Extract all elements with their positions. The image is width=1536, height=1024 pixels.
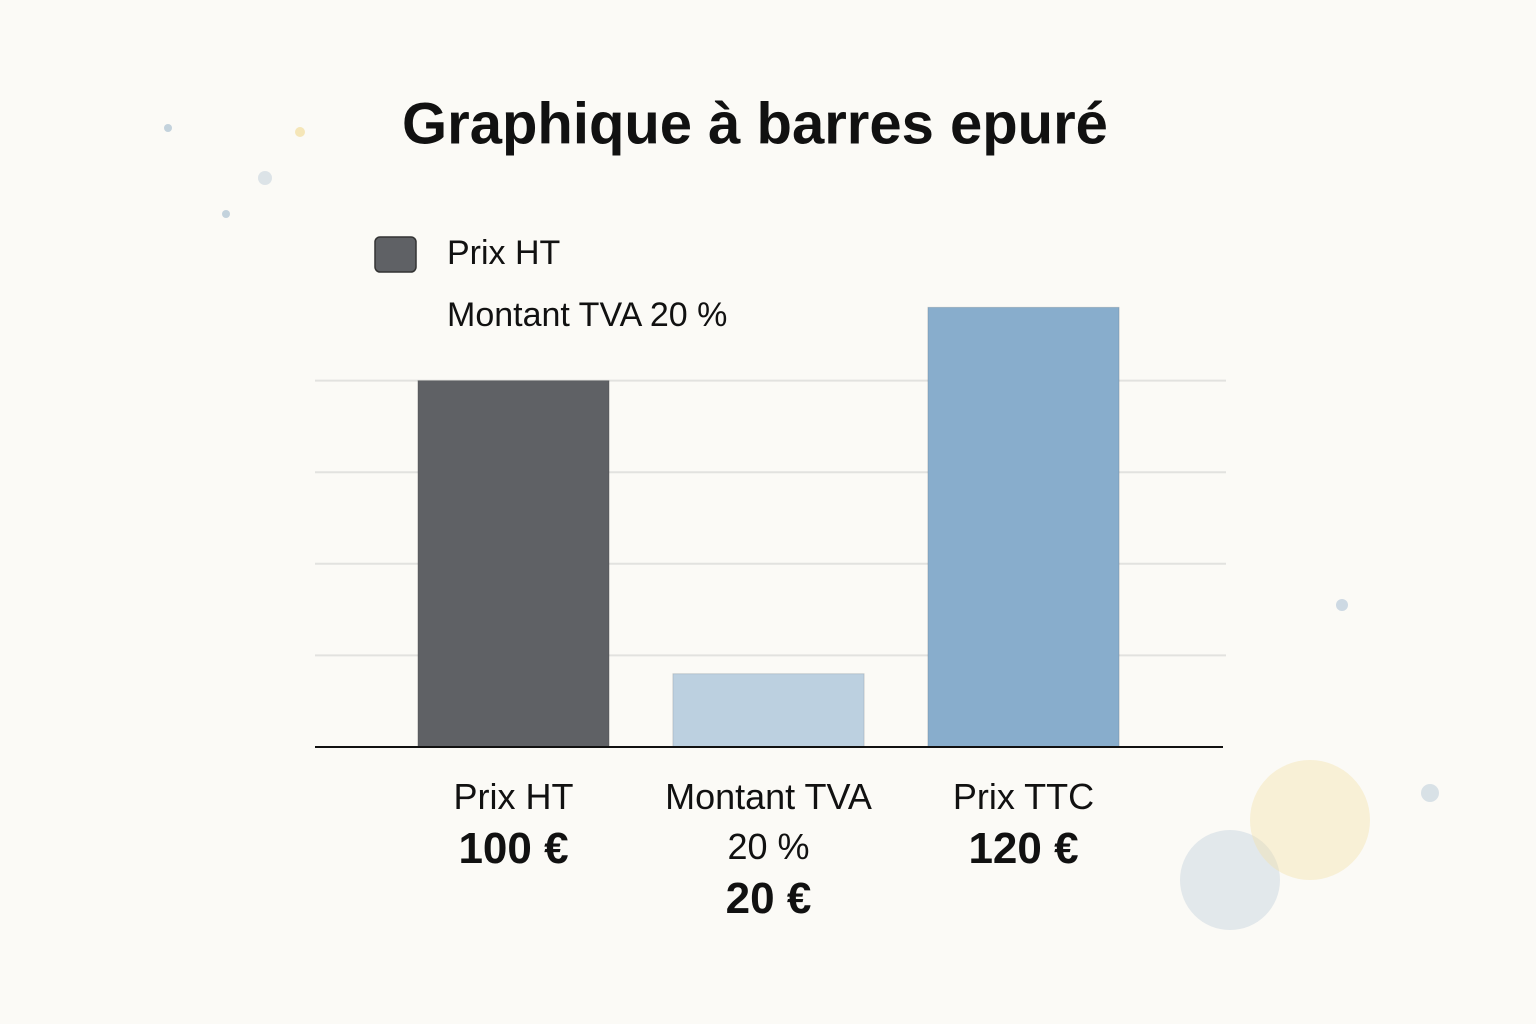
category-group: Prix HT 100 € [394,772,634,872]
value-label: 100 € [458,824,569,873]
x-tick-label: Prix HT [453,776,574,817]
decor [295,127,305,137]
legend-label: Montant TVA 20 % [447,296,727,334]
x-tick-label: Montant TVA 20 % [665,776,872,867]
bar [672,673,865,748]
decor [164,124,172,132]
decor [1250,760,1370,880]
bar [417,380,610,748]
category-group: Montant TVA 20 % 20 € [649,772,889,922]
decor [258,171,272,185]
legend-swatch [374,236,417,273]
legend-label: Prix HT [447,234,560,272]
decor [1336,599,1348,611]
decor [1421,784,1439,802]
value-label: 120 € [968,824,1079,873]
chart-title: Graphique à barres epuré [402,91,1108,156]
value-label: 20 € [725,874,812,923]
decor [222,210,230,218]
bar [927,306,1120,748]
x-tick-label: Prix TTC [952,776,1095,817]
decor [1180,830,1280,930]
category-group: Prix TTC 120 € [904,772,1144,872]
